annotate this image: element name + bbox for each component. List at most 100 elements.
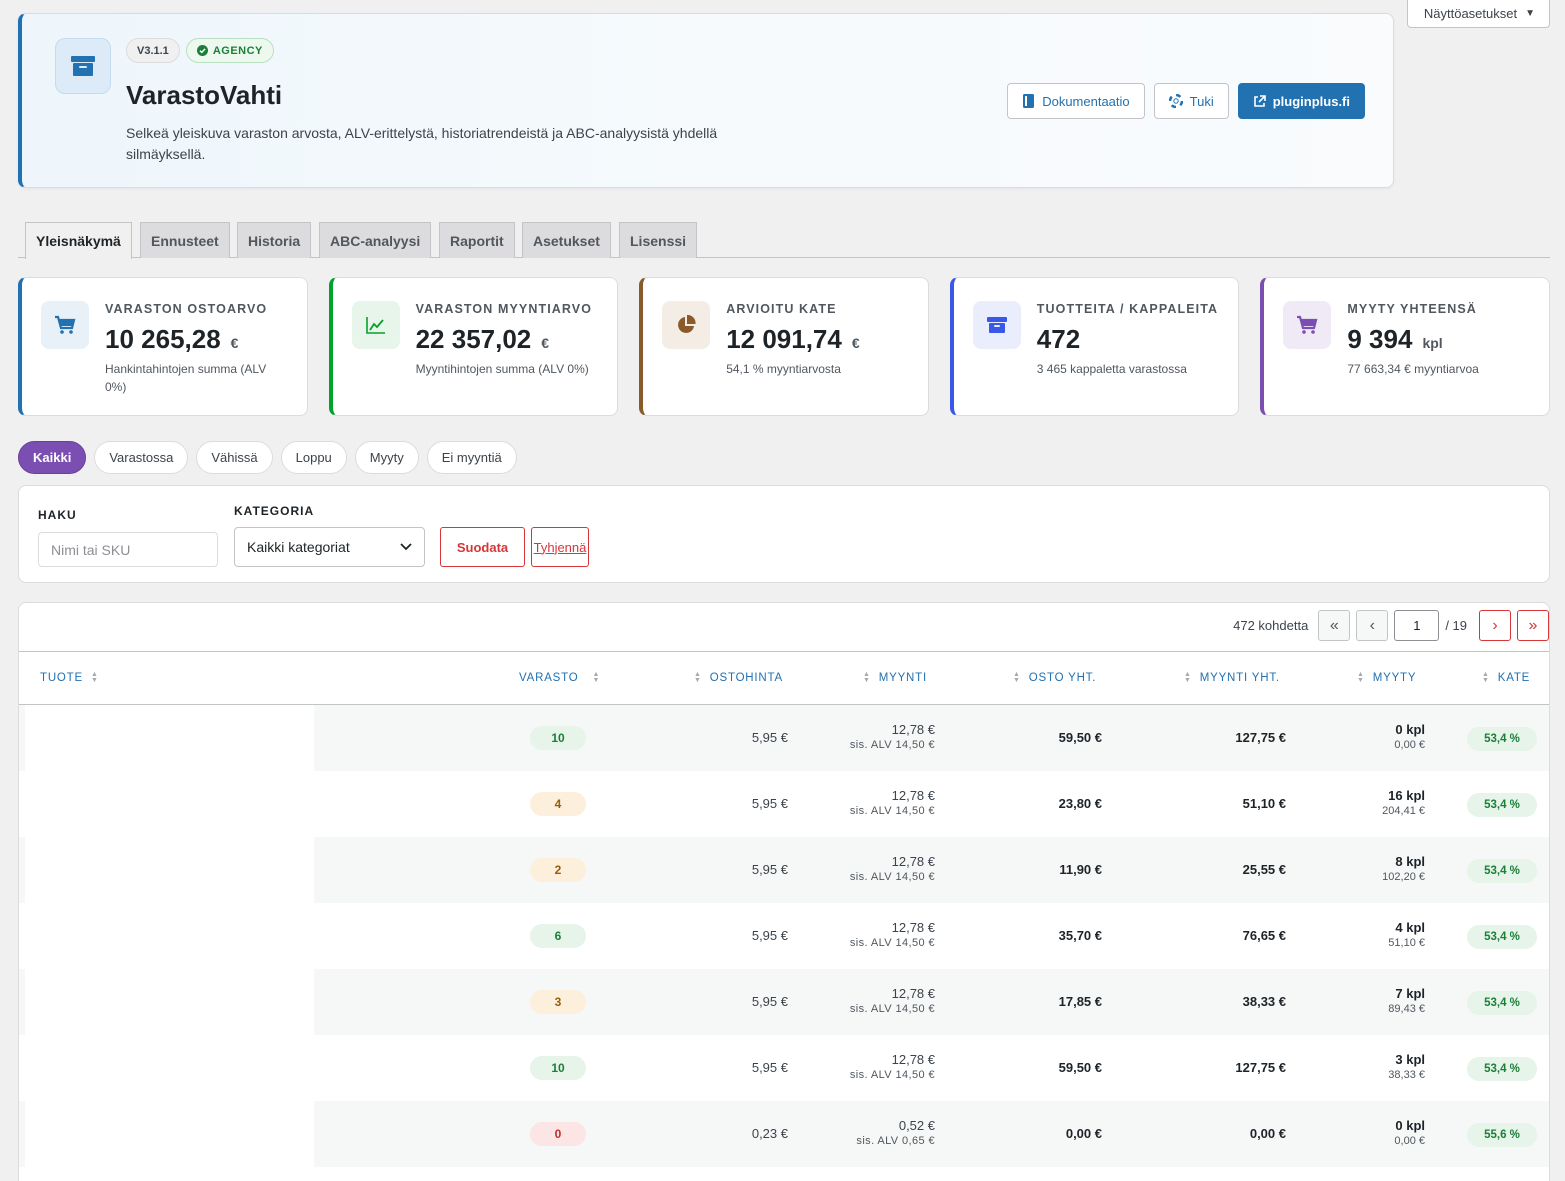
tab-yleisnakyma[interactable]: Yleisnäkymä [25,222,132,259]
page-number-input[interactable]: 1 [1394,610,1440,641]
next-page-button[interactable]: › [1479,610,1511,641]
table-row[interactable]: 10 5,95 € 12,78 € sis. ALV 14,50 € 59,50 … [19,1035,1549,1101]
filter-loppu[interactable]: Loppu [280,441,347,474]
sold-value: 89,43 € [1388,1003,1425,1015]
column-label: MYYNTI [878,672,927,684]
card-subtext: Hankintahintojen summa (ALV 0%) [105,362,267,394]
column-myynti-yht[interactable]: ▲ ▼ MYYNTI YHT. [1184,652,1280,704]
table-row[interactable]: 3 5,95 € 12,78 € sis. ALV 14,50 € 17,85 €… [19,969,1549,1035]
column-label: TUOTE [40,672,83,684]
sold-value: 38,33 € [1388,1069,1425,1081]
sold-value: 0,00 € [1394,739,1425,751]
table-body: 10 5,95 € 12,78 € sis. ALV 14,50 € 59,50 … [19,705,1549,1167]
category-select[interactable]: Kaikki kategoriat [234,527,425,567]
tab-asetukset[interactable]: Asetukset [522,222,611,258]
margin-badge: 53,4 % [1467,793,1537,817]
filter-varastossa[interactable]: Varastossa [94,441,189,474]
sales-total: 0,00 € [1249,1126,1286,1141]
category-value: Kaikki kategoriat [247,539,350,555]
product-cell[interactable] [25,969,314,1035]
card-unit: € [851,335,860,351]
cart-icon [1283,301,1332,349]
margin-badge: 53,4 % [1467,1057,1537,1081]
tab-lisenssi[interactable]: Lisenssi [619,222,698,258]
sold: 4 kpl 51,10 € [1388,920,1425,949]
sales-total: 25,55 € [1242,862,1286,877]
cart-icon [41,301,89,349]
purchase-price: 5,95 € [751,796,788,811]
margin-badge: 53,4 % [1467,859,1537,883]
table-row[interactable]: 6 5,95 € 12,78 € sis. ALV 14,50 € 35,70 €… [19,903,1549,969]
column-varasto[interactable]: VARASTO ▲ ▼ [519,652,600,704]
product-cell[interactable] [25,1035,314,1101]
sort-icon: ▲ ▼ [1357,671,1365,684]
archive-icon [972,301,1021,349]
card-value: 10 265,28 [105,324,221,354]
purchase-total: 59,50 € [1058,1060,1102,1075]
filter-myyty[interactable]: Myyty [354,441,419,474]
documentation-label: Dokumentaatio [1042,93,1130,109]
table-row[interactable]: 0 0,23 € 0,52 € sis. ALV 0,65 € 0,00 € 0,… [19,1101,1549,1167]
table-row[interactable]: 4 5,95 € 12,78 € sis. ALV 14,50 € 23,80 €… [19,771,1549,837]
sale-price: 12,78 € sis. ALV 14,50 € [850,854,935,883]
table-row[interactable]: 2 5,95 € 12,78 € sis. ALV 14,50 € 11,90 €… [19,837,1549,903]
filter-ei-myyntia[interactable]: Ei myyntiä [426,441,517,474]
purchase-total: 35,70 € [1058,928,1102,943]
product-cell[interactable] [25,771,314,837]
column-ostohinta[interactable]: ▲ ▼ OSTOHINTA [694,652,783,704]
clear-button[interactable]: Tyhjennä [531,527,589,567]
tab-raportit[interactable]: Raportit [439,222,515,258]
column-myyty[interactable]: ▲ ▼ MYYTY [1357,652,1416,704]
documentation-button[interactable]: Dokumentaatio [1007,83,1145,119]
page-title: VarastoVahti [126,80,283,110]
column-kate[interactable]: ▲ ▼ KATE [1482,652,1530,704]
purchase-total: 23,80 € [1058,796,1102,811]
stat-card-purchase-value: VARASTON OSTOARVO 10 265,28 € Hankintahin… [18,277,308,416]
filter-button[interactable]: Suodata [440,527,525,567]
external-site-button[interactable]: pluginplus.fi [1237,83,1365,119]
sold-qty: 4 kpl [1395,920,1425,935]
card-unit: € [230,335,239,351]
version-badge: V3.1.1 [126,38,180,63]
column-tuote[interactable]: TUOTE ▲ ▼ [40,652,99,704]
first-page-button[interactable]: « [1318,610,1351,641]
column-osto-yht[interactable]: ▲ ▼ OSTO YHT. [1013,652,1096,704]
external-link-icon [1253,94,1266,107]
purchase-total: 17,85 € [1058,994,1102,1009]
tab-abc-analyysi[interactable]: ABC-analyysi [319,222,432,258]
sale-price-net: 12,78 € [891,1052,935,1067]
purchase-price: 5,95 € [751,862,788,877]
screen-options-button[interactable]: Näyttöasetukset ▼ [1406,0,1550,28]
filter-vahissa[interactable]: Vähissä [196,441,273,474]
margin-badge: 53,4 % [1467,991,1537,1015]
sold: 3 kpl 38,33 € [1388,1052,1425,1081]
stock-badge: 2 [530,858,586,882]
support-button[interactable]: Tuki [1153,83,1229,119]
sold: 8 kpl 102,20 € [1382,854,1425,883]
last-page-button[interactable]: » [1517,610,1549,641]
search-input[interactable] [38,532,218,567]
product-cell[interactable] [25,837,314,903]
stat-card-sales-value: VARASTON MYYNTIARVO 22 357,02 € Myyntihin… [328,277,619,416]
filter-kaikki[interactable]: Kaikki [18,441,87,474]
products-table: 472 kohdetta « ‹ 1 / 19 › » TUOTE ▲ ▼ VAR… [18,602,1550,1181]
product-cell[interactable] [25,705,314,771]
table-row[interactable]: 10 5,95 € 12,78 € sis. ALV 14,50 € 59,50 … [19,705,1549,771]
column-label: OSTO YHT. [1028,672,1097,684]
purchase-total: 11,90 € [1059,862,1102,877]
product-cell[interactable] [25,903,314,969]
tab-ennusteet[interactable]: Ennusteet [140,222,230,258]
stock-badge: 0 [530,1122,586,1146]
prev-page-button[interactable]: ‹ [1356,610,1389,641]
product-cell[interactable] [25,1101,314,1167]
tab-historia[interactable]: Historia [237,222,312,258]
check-circle-icon [196,45,208,56]
column-label: MYYNTI YHT. [1199,672,1280,684]
card-label: MYYTY YHTEENSÄ [1347,302,1477,316]
column-myynti[interactable]: ▲ ▼ MYYNTI [863,652,927,704]
page-total: / 19 [1445,618,1467,633]
search-label: HAKU [38,508,77,522]
column-label: OSTOHINTA [709,672,783,684]
table-header: TUOTE ▲ ▼ VARASTO ▲ ▼ ▲ ▼ OSTOHINTA ▲ ▼ MYYN… [19,651,1549,705]
purchase-total: 59,50 € [1058,730,1102,745]
